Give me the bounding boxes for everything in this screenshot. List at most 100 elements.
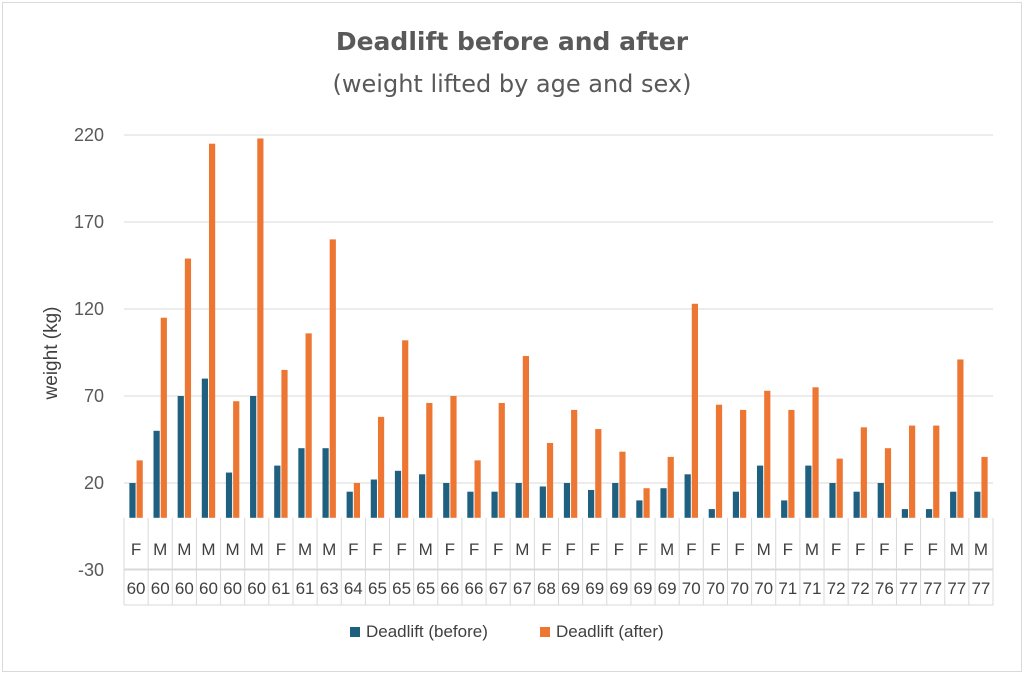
category-age-label: 69 (609, 579, 628, 598)
bar-before (660, 488, 667, 518)
category-sex-label: M (250, 540, 264, 559)
category-sex-label: F (855, 540, 865, 559)
category-sex-label: M (226, 540, 240, 559)
category-age-label: 77 (947, 579, 966, 598)
bar-before (732, 491, 740, 518)
bar-after (498, 402, 505, 518)
bar-after (909, 425, 916, 518)
bar-before (225, 472, 233, 518)
category-age-label: 66 (465, 579, 484, 598)
category-sex-label: F (710, 540, 720, 559)
bar-before (853, 491, 860, 518)
category-age-label: 68 (537, 579, 556, 598)
bar-before (515, 483, 522, 518)
bar-after (836, 458, 843, 518)
category-sex-label: M (201, 540, 215, 559)
bar-before (563, 483, 571, 518)
category-sex-label: M (153, 540, 167, 559)
category-age-label: 76 (875, 579, 894, 598)
bar-after (208, 143, 216, 518)
bar-after (474, 460, 481, 518)
bar-before (370, 479, 377, 518)
category-age-label: 67 (513, 579, 532, 598)
legend-label: Deadlift (before) (366, 622, 488, 641)
y-tick-labels: 220 170 120 70 20 -30 (74, 125, 104, 580)
bar-after (571, 409, 578, 518)
category-age-label: 61 (296, 579, 315, 598)
legend-swatch (350, 627, 360, 637)
bar-after (402, 340, 409, 518)
category-age-label: 60 (247, 579, 266, 598)
category-age-label: 65 (392, 579, 411, 598)
category-sex-label: F (372, 540, 382, 559)
category-sex-label: F (638, 540, 648, 559)
legend-label: Deadlift (after) (556, 622, 664, 641)
bar-before (322, 448, 329, 518)
category-age-label: 67 (489, 579, 508, 598)
category-age-label: 72 (851, 579, 870, 598)
bar-after (884, 448, 892, 518)
category-age-label: 60 (223, 579, 242, 598)
category-age-label: 77 (971, 579, 990, 598)
bar-before (612, 483, 619, 518)
bar-after (160, 317, 167, 518)
category-age-label: 71 (778, 579, 797, 598)
bar-before (636, 500, 643, 518)
legend-swatch (540, 627, 550, 637)
chart-subtitle: (weight lifted by age and sex) (333, 70, 692, 98)
category-sex-label: F (445, 540, 455, 559)
bar-before (274, 465, 281, 518)
bar-before (298, 448, 305, 518)
bar-after (136, 460, 143, 518)
category-age-label: 60 (199, 579, 218, 598)
category-sex-label: M (974, 540, 988, 559)
category-age-label: 70 (706, 579, 725, 598)
category-age-label: 65 (416, 579, 435, 598)
bar-before (394, 470, 402, 518)
category-age-label: 69 (658, 579, 677, 598)
category-sex-label: F (493, 540, 503, 559)
y-tick-label: 220 (74, 125, 104, 145)
bar-after (933, 425, 940, 518)
bar-after (691, 303, 698, 518)
category-age-label: 70 (682, 579, 701, 598)
bar-before (829, 483, 836, 518)
category-sex-label: F (276, 540, 286, 559)
y-tick-label: 170 (74, 212, 104, 232)
bar-before (588, 489, 595, 518)
bar-before (805, 465, 812, 518)
category-sex-label: F (541, 540, 551, 559)
bar-after (643, 488, 650, 518)
category-sex-label: F (131, 540, 141, 559)
category-sex-label: M (805, 540, 819, 559)
category-age-label: 69 (585, 579, 604, 598)
category-age-label: 77 (899, 579, 918, 598)
y-tick-label: 20 (84, 473, 104, 493)
category-age-label: 69 (561, 579, 580, 598)
bar-after (595, 429, 602, 518)
bar-before (443, 483, 450, 518)
bars (129, 138, 988, 518)
bar-before (129, 483, 136, 518)
bar-before (346, 491, 353, 518)
bar-after (740, 409, 747, 518)
category-sex-label: F (686, 540, 696, 559)
category-sex-label: F (565, 540, 575, 559)
bar-before (708, 509, 715, 518)
category-age-label: 63 (320, 579, 339, 598)
bar-before (491, 491, 498, 518)
bar-after (788, 409, 795, 518)
bar-after (957, 359, 964, 518)
legend: Deadlift (before) Deadlift (after) (350, 622, 664, 641)
bar-after (860, 427, 867, 518)
category-sex-label: F (903, 540, 913, 559)
bar-before (950, 491, 957, 518)
category-age-label: 77 (923, 579, 942, 598)
bar-after (450, 396, 457, 518)
category-age-label: 64 (344, 579, 363, 598)
y-tick-label: 120 (74, 299, 104, 319)
bar-before (925, 509, 933, 518)
category-sex-label: F (879, 540, 889, 559)
category-age-label: 60 (175, 579, 194, 598)
category-age-label: 71 (802, 579, 821, 598)
